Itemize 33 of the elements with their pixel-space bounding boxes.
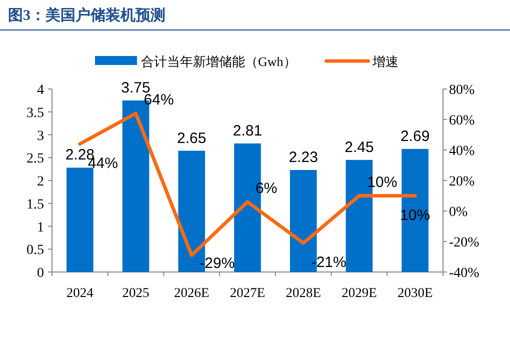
y2-tick-label: -20%: [449, 236, 480, 250]
x-tick-label: 2028E: [286, 285, 321, 300]
x-tick-label: 2030E: [397, 285, 433, 300]
legend-label: 增速: [371, 54, 398, 69]
data-label: 2.81: [232, 122, 262, 140]
y2-tick-label: 60%: [449, 114, 475, 128]
chart-title: 图3：美国户储装机预测: [8, 6, 166, 24]
y-tick-label: 0: [37, 266, 44, 281]
y-tick-label: 1.5: [26, 197, 44, 212]
y2-tick-label: 20%: [449, 174, 475, 190]
y-tick-label: 0.5: [26, 243, 44, 258]
y2-tick-label: 80%: [449, 83, 475, 98]
x-tick-label: 2027E: [230, 285, 266, 300]
data-label: 2.69: [400, 128, 430, 145]
bar: [402, 148, 428, 272]
data-label: 2.45: [344, 138, 374, 156]
x-tick-label: 2029E: [342, 285, 377, 300]
data-label: 2.23: [288, 148, 318, 166]
legend-label: 合计当年新增储能（Gwh）: [141, 54, 296, 69]
y-tick-label: 4: [37, 83, 44, 98]
y-tick-label: 1: [37, 220, 44, 236]
y2-tick-label: -40%: [449, 266, 480, 281]
bar: [66, 168, 94, 272]
x-tick-label: 2024: [66, 285, 94, 300]
x-tick-label: 2026E: [174, 285, 210, 300]
x-tick-label: 2025: [122, 285, 150, 300]
data-label: 2.65: [177, 130, 206, 147]
y-tick-label: 2.5: [26, 152, 44, 167]
y2-tick-label: 0%: [449, 205, 468, 220]
y-tick-label: 2: [37, 174, 44, 190]
y-tick-label: 3: [37, 128, 44, 144]
y2-tick-label: 40%: [449, 144, 475, 159]
y-tick-label: 3.5: [26, 106, 44, 121]
